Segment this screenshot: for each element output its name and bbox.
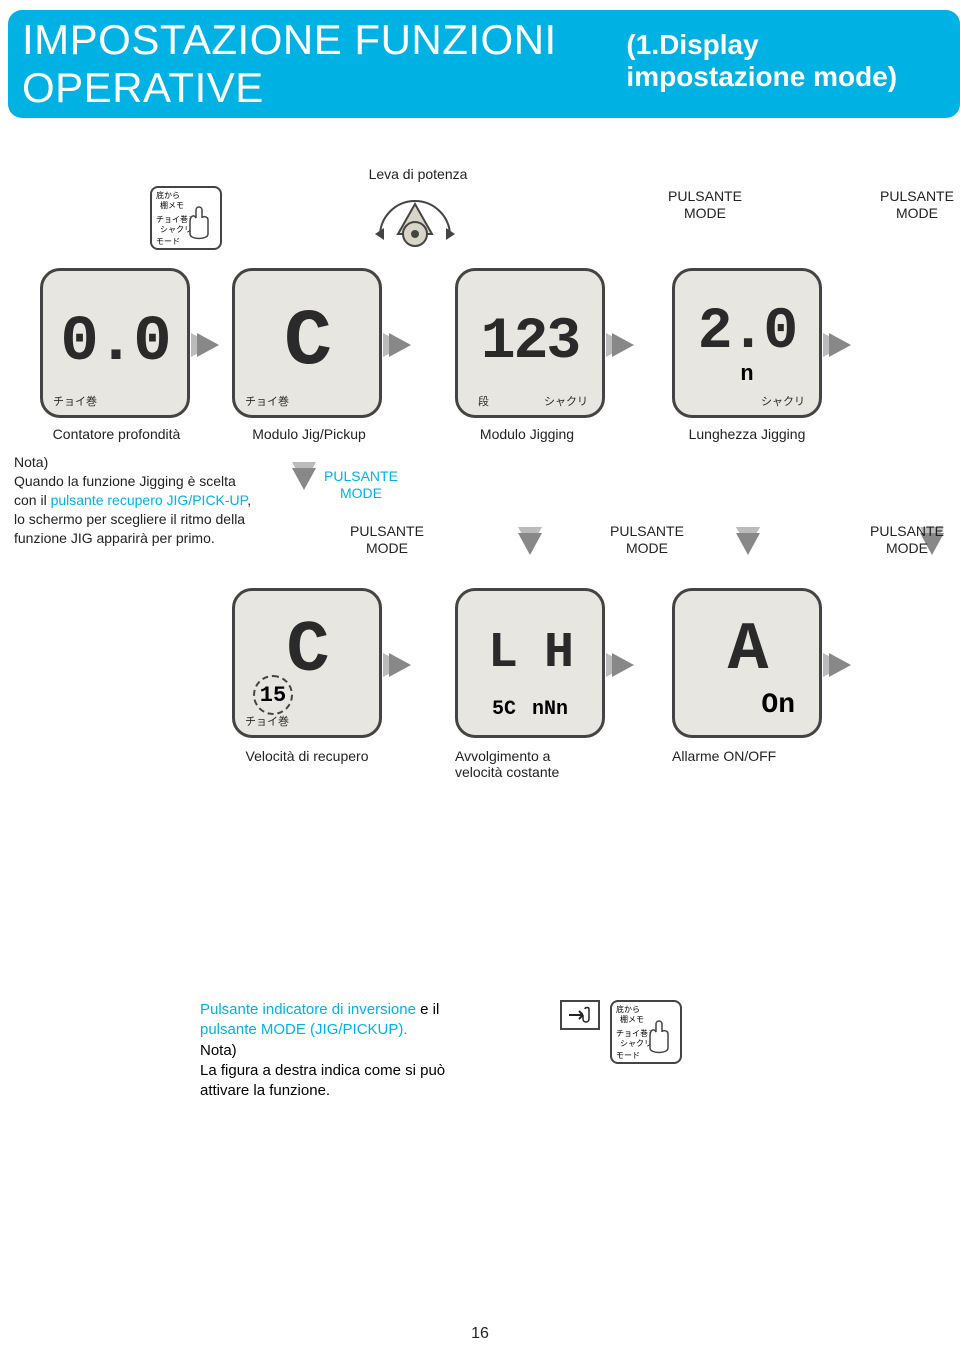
pointer-icon xyxy=(560,1000,600,1030)
lcd4-corner-r: シャクリ xyxy=(761,393,805,409)
lcd-jigging: 123 段 シャクリ xyxy=(455,268,605,418)
lcd2-main: C xyxy=(284,303,330,383)
arrow-5 xyxy=(389,653,411,677)
lbl-lunghezza: Lunghezza Jigging xyxy=(662,426,832,442)
lcd-avvolgimento: L H 5C nNn xyxy=(455,588,605,738)
note-l2b: pulsante recupero JIG/PICK-UP xyxy=(51,492,248,508)
pointer-box: 底から 棚メモ チョイ巻き シャクリ モード xyxy=(560,1000,682,1064)
lcd-lunghezza: 2.0 n シャクリ xyxy=(672,268,822,418)
lcd6-r: H xyxy=(544,629,572,679)
f-line4: La figura a destra indica come si può xyxy=(200,1061,530,1081)
lcd-velocita: C 15 チョイ巻 xyxy=(232,588,382,738)
note-line4: funzione JIG apparirà per primo. xyxy=(14,529,304,548)
pm-top-2: PULSANTE MODE xyxy=(872,188,960,222)
arrow-3 xyxy=(612,333,634,357)
lcd5-sub: チョイ巻 xyxy=(245,713,289,729)
fhand-5: モード xyxy=(616,1050,640,1061)
lbl-jig-pickup: Modulo Jig/Pickup xyxy=(234,426,384,442)
title-bar: IMPOSTAZIONE FUNZIONI OPERATIVE (1.Displ… xyxy=(8,10,960,118)
note-line1: Quando la funzione Jigging è scelta xyxy=(14,472,304,491)
lcd5-main: C xyxy=(286,615,327,687)
pm-blue-l2: MODE xyxy=(340,485,382,501)
f-line3: Nota) xyxy=(200,1041,530,1061)
f-line2: pulsante MODE (JIG/PICKUP). xyxy=(200,1020,530,1040)
lbl-avvolgimento: Avvolgimento a velocità costante xyxy=(455,748,605,780)
hand-icon-2 xyxy=(642,1018,676,1058)
hand-box-footer: 底から 棚メモ チョイ巻き シャクリ モード xyxy=(610,1000,682,1064)
lcd4-small: n xyxy=(740,362,753,387)
knob xyxy=(360,186,470,261)
lcd4-main: 2.0 xyxy=(698,304,796,362)
lcd-contatore: 0.0 チョイ巻 xyxy=(40,268,190,418)
lcd6-sub-r: nNn xyxy=(532,698,568,721)
arrow-d1 xyxy=(292,468,316,490)
lcd1-main: 0.0 xyxy=(60,311,169,375)
lcd6-sub-l: 5C xyxy=(492,698,516,721)
hand-jp-2: 棚メモ xyxy=(160,200,184,211)
note-line3: lo schermo per scegliere il ritmo della xyxy=(14,510,304,529)
pm-blue: PULSANTE MODE xyxy=(324,468,398,502)
pm-top-1: PULSANTE MODE xyxy=(660,188,750,222)
arrow-1 xyxy=(197,333,219,357)
hand-icon xyxy=(182,204,216,244)
note-l2c: , xyxy=(247,492,251,508)
arrow-d2 xyxy=(518,533,542,555)
hand-jp-5: モード xyxy=(156,236,180,247)
footer-note: Pulsante indicatore di inversione e il p… xyxy=(200,1000,530,1101)
arrow-4 xyxy=(829,333,851,357)
pm-top-2-l1: PULSANTE xyxy=(880,188,954,204)
lcd1-sub: チョイ巻 xyxy=(53,393,97,409)
lcd-jig-pickup: C チョイ巻 xyxy=(232,268,382,418)
pm-top-1-l1: PULSANTE xyxy=(668,188,742,204)
lcd3-corner-l: 段 xyxy=(478,393,489,409)
pm5-l2: MODE xyxy=(886,540,928,556)
f-l1a: Pulsante indicatore di inversione xyxy=(200,1001,416,1018)
diagram: 底から 棚メモ チョイ巻き シャクリ モード Leva di potenza P… xyxy=(0,118,960,1068)
f-line1: Pulsante indicatore di inversione e il xyxy=(200,1000,530,1020)
lbl-jigging: Modulo Jigging xyxy=(452,426,602,442)
pm3: PULSANTE MODE xyxy=(350,523,424,557)
pm-top-1-l2: MODE xyxy=(684,205,726,221)
lbl-velocita: Velocità di recupero xyxy=(232,748,382,764)
lcd2-sub: チョイ巻 xyxy=(245,393,289,409)
lcd-allarme: A On xyxy=(672,588,822,738)
lcd3-corner-r: シャクリ xyxy=(544,393,588,409)
lbl-allarme: Allarme ON/OFF xyxy=(672,748,822,764)
pm-blue-l1: PULSANTE xyxy=(324,468,398,484)
pm3-l1: PULSANTE xyxy=(350,523,424,539)
title-sub: (1.Display impostazione mode) xyxy=(626,29,936,93)
fhand-2: 棚メモ xyxy=(620,1014,644,1025)
arrow-d3 xyxy=(736,533,760,555)
note-box: Nota) Quando la funzione Jigging è scelt… xyxy=(14,453,304,547)
note-heading: Nota) xyxy=(14,453,304,472)
lcd5-circle: 15 xyxy=(253,675,293,715)
title-main: IMPOSTAZIONE FUNZIONI OPERATIVE xyxy=(22,16,616,112)
pm4-l2: MODE xyxy=(626,540,668,556)
arrow-6 xyxy=(612,653,634,677)
lcd3-main: 123 xyxy=(481,314,579,372)
lbl6a: Avvolgimento a xyxy=(455,748,550,764)
lcd7-sub: On xyxy=(761,690,795,721)
f-l1b: e il xyxy=(416,1001,439,1018)
pm5: PULSANTE MODE xyxy=(870,523,944,557)
pm-top-2-l2: MODE xyxy=(896,205,938,221)
arrow-2 xyxy=(389,333,411,357)
lcd7-main: A xyxy=(728,617,767,685)
lbl6b: velocità costante xyxy=(455,764,559,780)
pm5-l1: PULSANTE xyxy=(870,523,944,539)
page-number: 16 xyxy=(0,1325,960,1343)
leva-label: Leva di potenza xyxy=(358,166,478,182)
lbl-contatore: Contatore profondità xyxy=(34,426,199,442)
hand-box-top: 底から 棚メモ チョイ巻き シャクリ モード xyxy=(150,186,222,250)
pm4: PULSANTE MODE xyxy=(610,523,684,557)
f-line5: attivare la funzione. xyxy=(200,1081,530,1101)
arrow-7 xyxy=(829,653,851,677)
note-line2: con il pulsante recupero JIG/PICK-UP, xyxy=(14,491,304,510)
pm3-l2: MODE xyxy=(366,540,408,556)
note-l2a: con il xyxy=(14,492,51,508)
lcd6-l: L xyxy=(488,629,516,679)
pm4-l1: PULSANTE xyxy=(610,523,684,539)
